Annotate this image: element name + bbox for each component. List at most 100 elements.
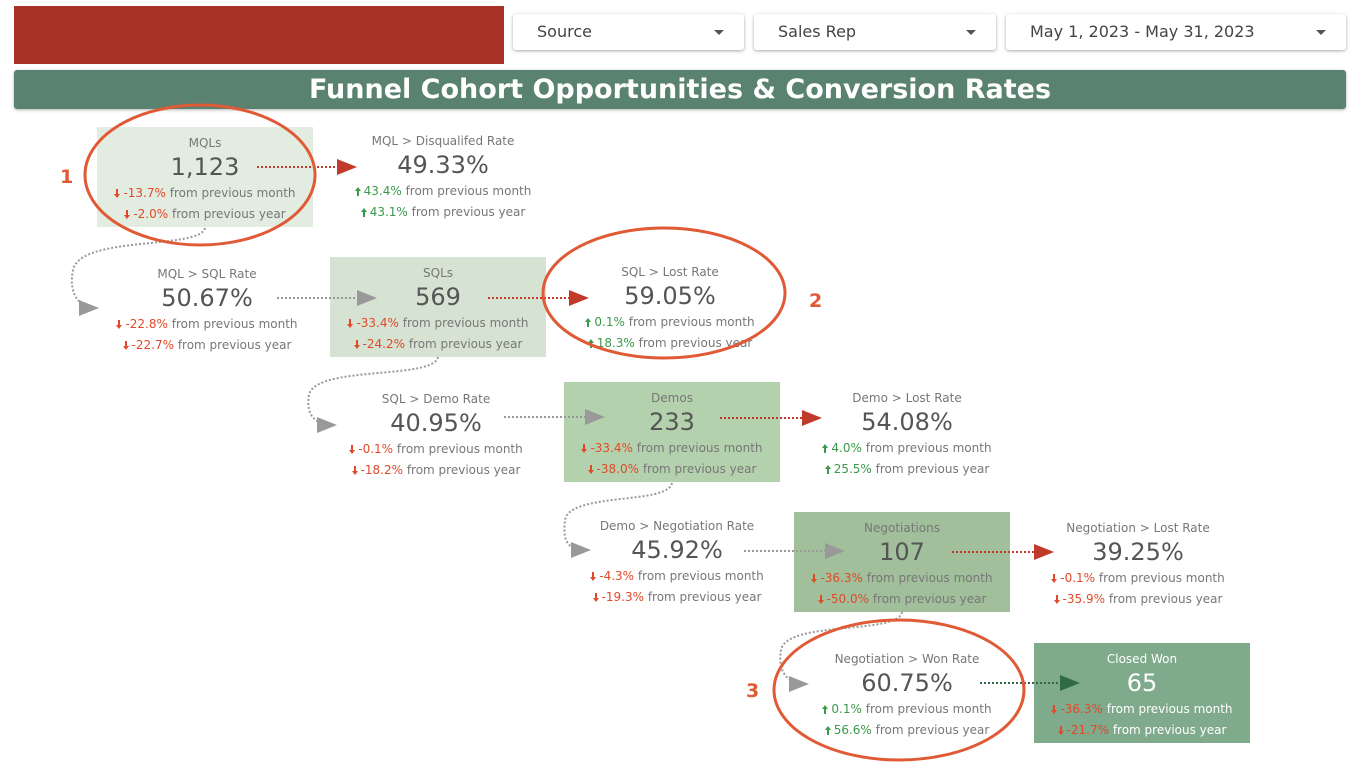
kpi-label: SQL > Demo Rate bbox=[381, 392, 491, 406]
change-value: -19.3% bbox=[601, 590, 644, 604]
change-row: -36.3% from previous month bbox=[794, 568, 1010, 589]
change-row: -21.7% from previous year bbox=[1034, 720, 1250, 741]
change-row: -18.2% from previous year bbox=[328, 460, 544, 481]
kpi-label: MQLs bbox=[188, 136, 222, 150]
trend-icon bbox=[581, 444, 588, 453]
trend-icon bbox=[587, 339, 594, 348]
kpi-card: Closed Won 65 -36.3% from previous month -2… bbox=[1034, 643, 1250, 743]
change-value: -18.2% bbox=[360, 463, 403, 477]
change-row: 0.1% from previous month bbox=[562, 312, 778, 333]
trend-icon bbox=[824, 726, 831, 735]
change-row: 0.1% from previous month bbox=[799, 699, 1015, 720]
kpi-card: SQL > Lost Rate 59.05% 0.1% from previous … bbox=[562, 256, 778, 356]
change-label: from previous month bbox=[1106, 702, 1233, 716]
change-row: -13.7% from previous month bbox=[97, 183, 313, 204]
change-row: 56.6% from previous year bbox=[799, 720, 1015, 741]
change-value: -33.4% bbox=[356, 316, 399, 330]
kpi-label: SQL > Lost Rate bbox=[621, 265, 719, 279]
change-value: 25.5% bbox=[833, 462, 872, 476]
kpi-card: Negotiation > Lost Rate 39.25% -0.1% from … bbox=[1030, 512, 1246, 612]
change-value: 4.0% bbox=[831, 441, 862, 455]
trend-icon bbox=[822, 444, 829, 453]
change-label: from previous year bbox=[875, 462, 990, 476]
change-row: -36.3% from previous month bbox=[1034, 699, 1250, 720]
change-label: from previous year bbox=[638, 336, 753, 350]
change-value: -0.1% bbox=[358, 442, 394, 456]
kpi-value: 59.05% bbox=[624, 282, 716, 310]
change-label: from previous year bbox=[1112, 723, 1227, 737]
change-label: from previous year bbox=[647, 590, 762, 604]
kpi-value: 60.75% bbox=[861, 669, 953, 697]
change-label: from previous year bbox=[411, 205, 526, 219]
change-label: from previous month bbox=[171, 317, 298, 331]
kpi-card: Negotiations 107 -36.3% from previous mont… bbox=[794, 512, 1010, 612]
trend-icon bbox=[817, 595, 824, 604]
change-row: -33.4% from previous month bbox=[564, 438, 780, 459]
change-value: -0.1% bbox=[1060, 571, 1096, 585]
kpi-label: MQL > Disqualifed Rate bbox=[371, 134, 515, 148]
change-row: -19.3% from previous year bbox=[569, 587, 785, 608]
change-row: -24.2% from previous year bbox=[330, 334, 546, 355]
annotation: 1 bbox=[60, 166, 74, 188]
date-filter[interactable]: May 1, 2023 - May 31, 2023 bbox=[1006, 14, 1346, 50]
trend-icon bbox=[114, 189, 121, 198]
kpi-label: Negotiation > Lost Rate bbox=[1066, 521, 1210, 535]
trend-icon bbox=[122, 341, 129, 350]
trend-icon bbox=[1053, 595, 1060, 604]
kpi-card: MQL > Disqualifed Rate 49.33% 43.4% from p… bbox=[335, 125, 551, 225]
change-value: 56.6% bbox=[833, 723, 872, 737]
change-value: -22.7% bbox=[131, 338, 174, 352]
change-row: 43.1% from previous year bbox=[335, 202, 551, 223]
trend-icon bbox=[822, 705, 829, 714]
trend-icon bbox=[351, 466, 358, 475]
change-label: from previous year bbox=[408, 337, 523, 351]
change-value: 0.1% bbox=[594, 315, 625, 329]
change-label: from previous year bbox=[172, 207, 286, 221]
kpi-label: Demo > Lost Rate bbox=[852, 391, 962, 405]
change-row: -22.7% from previous year bbox=[99, 335, 315, 356]
source-filter[interactable]: Source bbox=[513, 14, 744, 50]
change-label: from previous year bbox=[642, 462, 757, 476]
trend-icon bbox=[585, 318, 592, 327]
change-value: -36.3% bbox=[1060, 702, 1103, 716]
trend-icon bbox=[353, 340, 360, 349]
kpi-label: SQLs bbox=[423, 266, 453, 280]
kpi-value: 569 bbox=[415, 283, 461, 311]
trend-icon bbox=[587, 465, 594, 474]
trend-icon bbox=[811, 574, 818, 583]
kpi-label: Demos bbox=[651, 391, 693, 405]
change-value: -36.3% bbox=[820, 571, 863, 585]
kpi-value: 39.25% bbox=[1092, 538, 1184, 566]
kpi-value: 50.67% bbox=[161, 284, 253, 312]
change-value: -21.7% bbox=[1066, 723, 1109, 737]
change-value: 0.1% bbox=[831, 702, 862, 716]
trend-icon bbox=[824, 465, 831, 474]
change-row: -38.0% from previous year bbox=[564, 459, 780, 480]
logo-banner bbox=[14, 6, 504, 64]
kpi-value: 45.92% bbox=[631, 536, 723, 564]
change-label: from previous month bbox=[402, 316, 529, 330]
kpi-value: 49.33% bbox=[397, 151, 489, 179]
change-row: -35.9% from previous year bbox=[1030, 589, 1246, 610]
change-value: -2.0% bbox=[133, 207, 169, 221]
change-value: -22.8% bbox=[125, 317, 168, 331]
change-label: from previous month bbox=[865, 702, 992, 716]
kpi-value: 65 bbox=[1126, 669, 1158, 697]
kpi-value: 40.95% bbox=[390, 409, 482, 437]
change-value: -4.3% bbox=[599, 569, 635, 583]
change-label: from previous month bbox=[405, 184, 532, 198]
trend-icon bbox=[354, 187, 361, 196]
change-value: -38.0% bbox=[596, 462, 639, 476]
kpi-card: MQL > SQL Rate 50.67% -22.8% from previous… bbox=[99, 258, 315, 358]
change-row: -50.0% from previous year bbox=[794, 589, 1010, 610]
kpi-card: SQL > Demo Rate 40.95% -0.1% from previous… bbox=[328, 383, 544, 483]
change-row: 18.3% from previous year bbox=[562, 333, 778, 354]
change-row: 43.4% from previous month bbox=[335, 181, 551, 202]
kpi-card: Demo > Lost Rate 54.08% 4.0% from previous… bbox=[799, 382, 1015, 482]
kpi-value: 233 bbox=[649, 408, 695, 436]
change-label: from previous month bbox=[637, 569, 764, 583]
trend-icon bbox=[360, 208, 367, 217]
sales-rep-filter[interactable]: Sales Rep bbox=[754, 14, 996, 50]
change-row: 25.5% from previous year bbox=[799, 459, 1015, 480]
